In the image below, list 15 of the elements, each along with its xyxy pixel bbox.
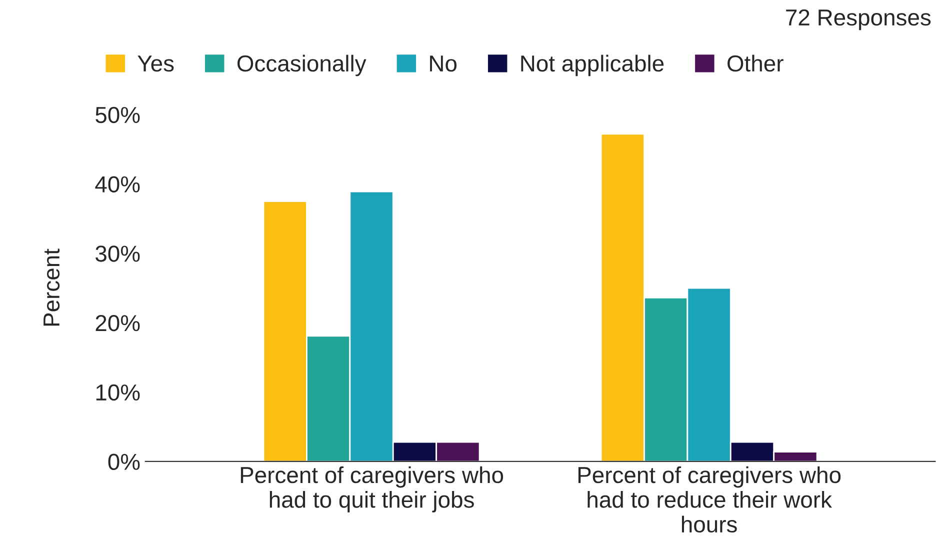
y-tick-label: 40% xyxy=(95,176,140,192)
y-tick-label: 30% xyxy=(96,246,140,262)
y-tick-label: 10% xyxy=(96,384,140,401)
chart-subtitle: 72 Responses xyxy=(786,9,931,30)
y-tick-label: 20% xyxy=(96,315,140,332)
legend-label: Other xyxy=(728,54,784,72)
y-tick-label: 0% xyxy=(108,454,140,470)
y-axis-title: Percent xyxy=(44,248,60,326)
x-tick-label: Percent of caregivers who had to quit their jobs xyxy=(240,466,504,512)
legend-label: Yes xyxy=(138,56,174,72)
x-tick-label: Percent of caregivers who had to reduce their work hours xyxy=(578,466,841,533)
y-tick-label: 50% xyxy=(96,106,140,124)
legend-label: Not applicable xyxy=(521,54,664,76)
legend-label: Occasionally xyxy=(237,54,366,76)
legend-label: No xyxy=(430,56,457,72)
